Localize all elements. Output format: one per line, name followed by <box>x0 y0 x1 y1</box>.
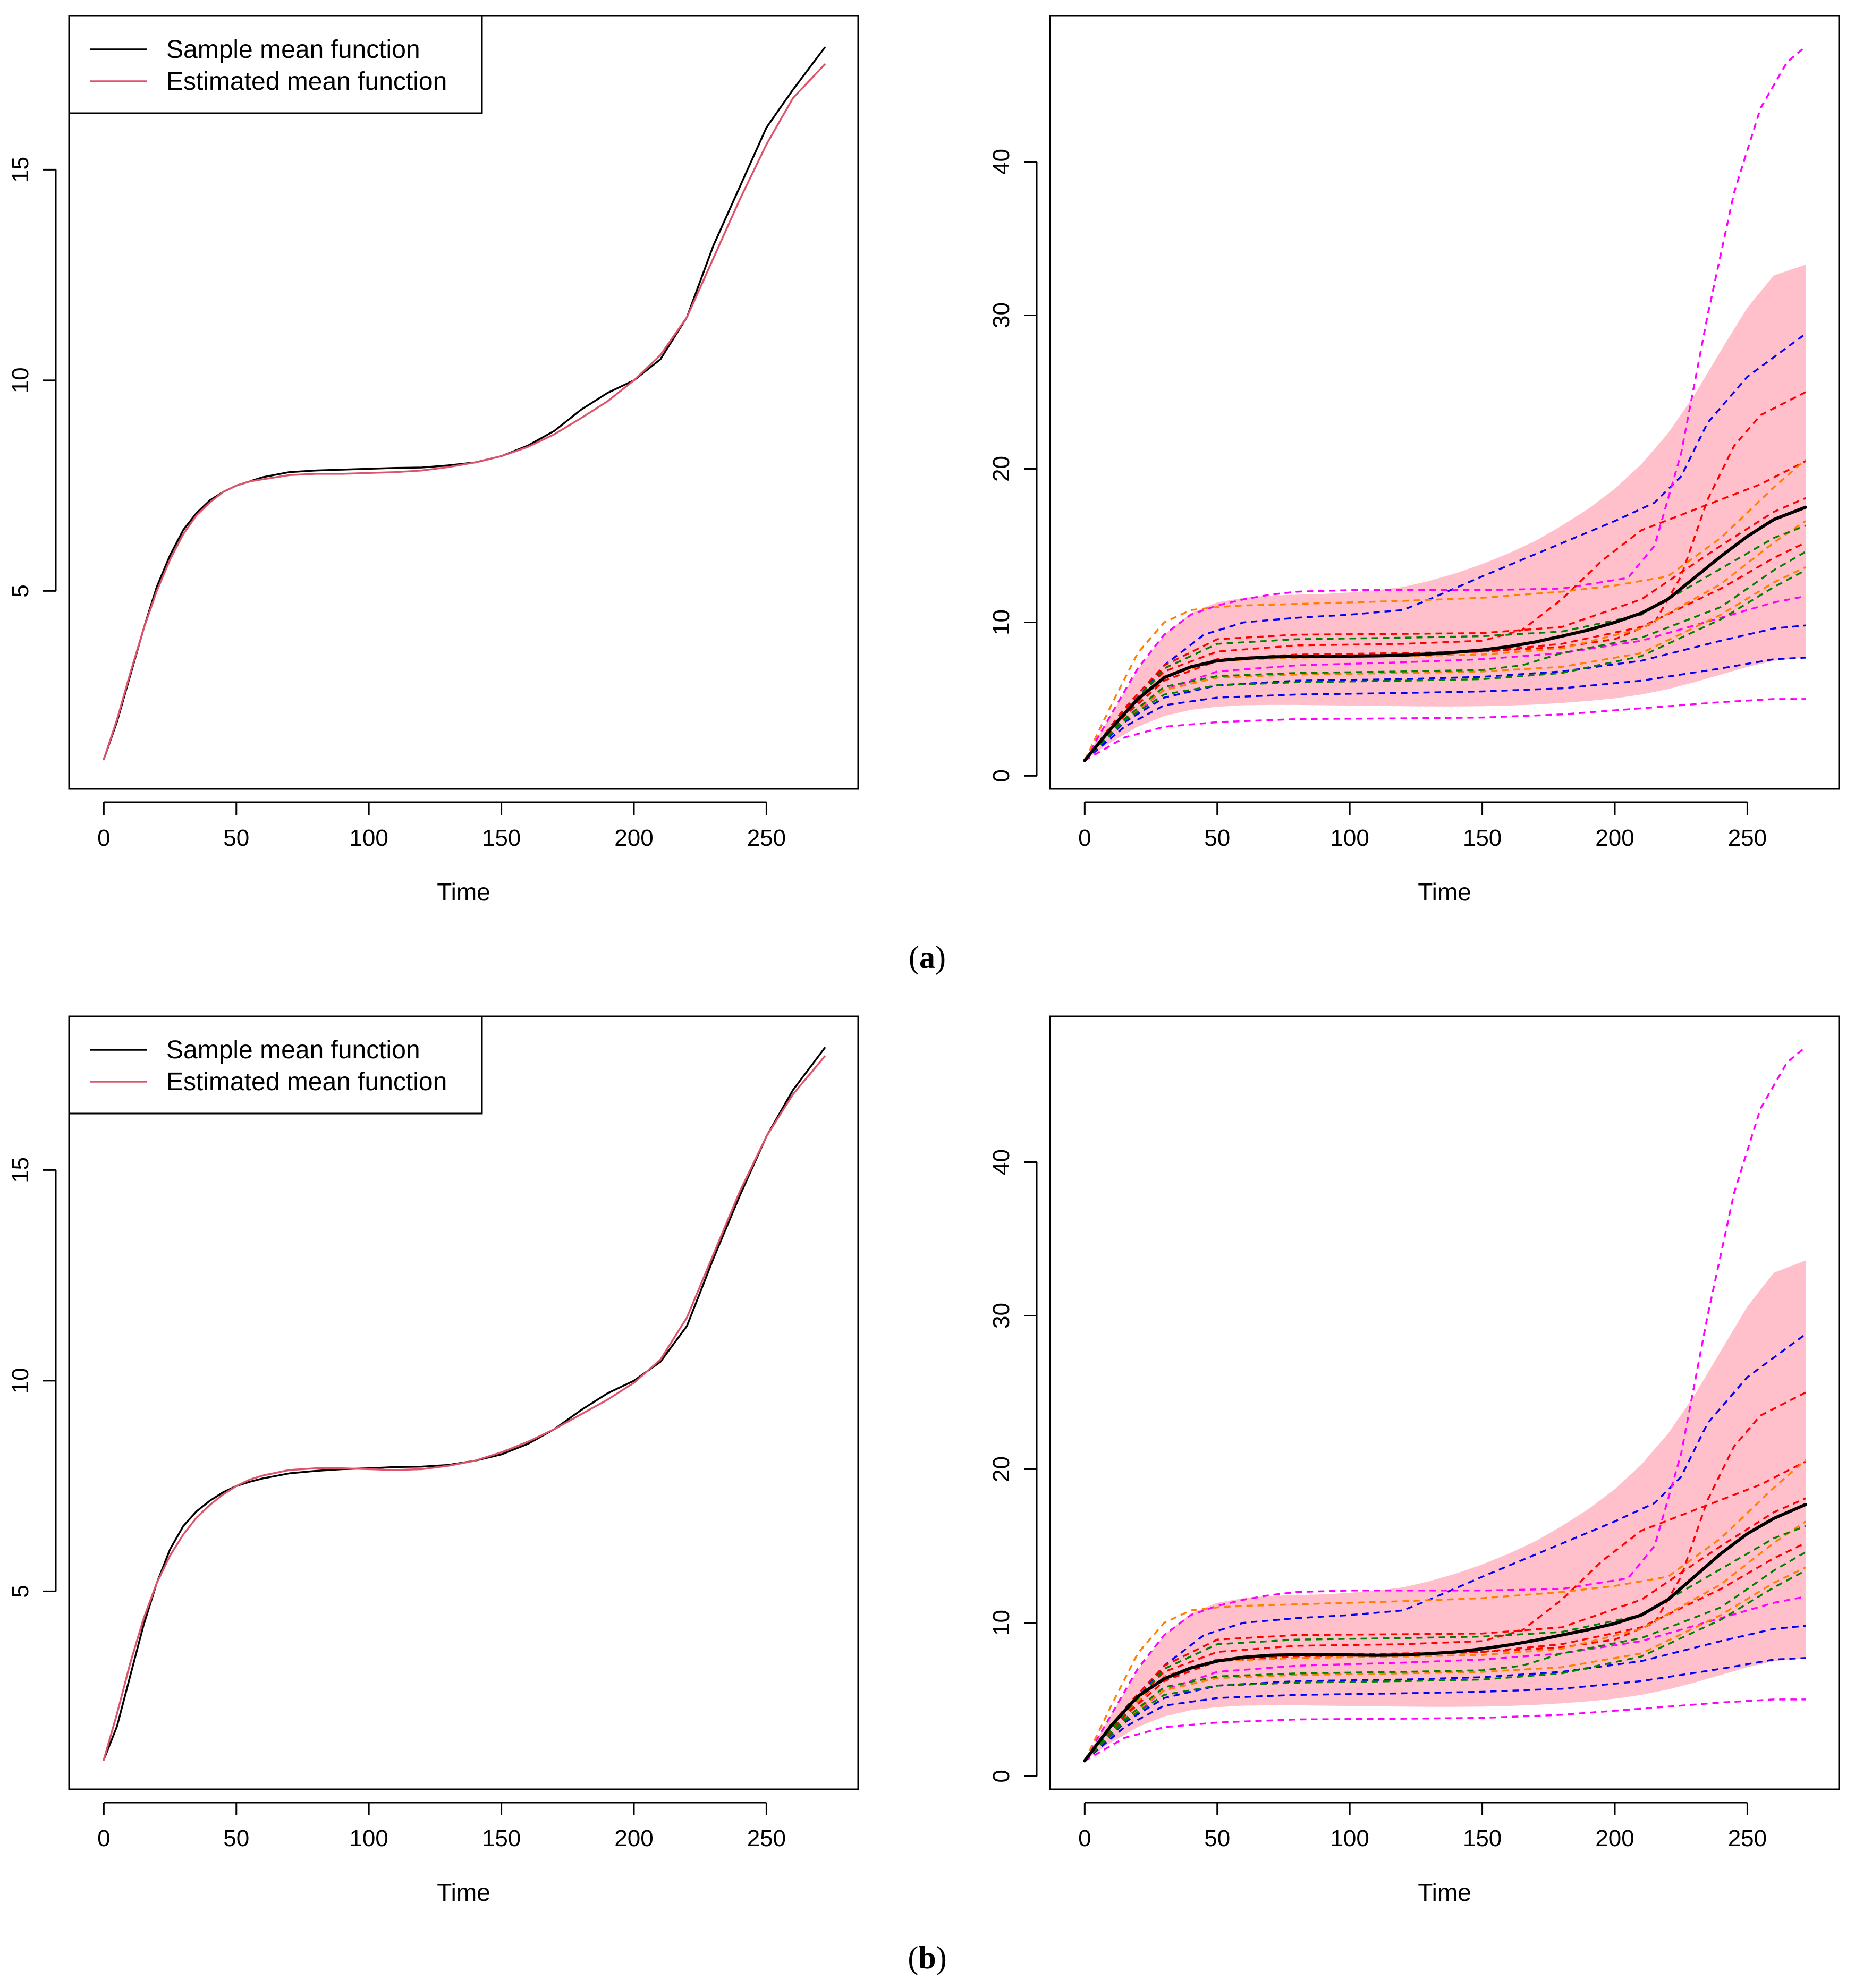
y-tick-label: 40 <box>988 1149 1014 1175</box>
x-tick-label: 150 <box>482 1825 521 1851</box>
legend-label: Sample mean function <box>166 1036 420 1064</box>
caption-b-open: ( <box>908 1940 918 1975</box>
y-tick-label: 30 <box>988 1303 1014 1329</box>
x-tick-label: 50 <box>1204 825 1230 851</box>
y-tick-label: 15 <box>7 1157 33 1183</box>
x-tick-label: 50 <box>223 825 249 851</box>
series-line-green-1 <box>1083 524 1806 761</box>
series-line-green-2 <box>1084 1551 1806 1762</box>
series-line-sample-mean-function <box>103 1047 826 1761</box>
series-line-orange-1 <box>1083 458 1807 761</box>
legend-box <box>68 1015 483 1115</box>
x-tick-label: 250 <box>747 1825 786 1851</box>
caption-a: (a) <box>909 940 946 975</box>
series-line-green-2 <box>1084 550 1806 761</box>
series-line-blue-3 <box>1084 1625 1806 1762</box>
y-tick-label: 10 <box>988 609 1014 635</box>
caption-a-close: ) <box>935 940 946 975</box>
series-line-orange-3 <box>1084 566 1806 761</box>
caption-b: (b) <box>908 1940 946 1975</box>
y-tick-label: 10 <box>7 367 33 393</box>
x-tick-label: 100 <box>349 1825 388 1851</box>
x-tick-label: 0 <box>1078 1825 1091 1851</box>
x-tick-label: 150 <box>482 825 521 851</box>
caption-a-open: ( <box>909 940 919 975</box>
x-tick-label: 100 <box>1330 1825 1369 1851</box>
x-axis-title: Time <box>437 878 490 906</box>
series-line-orange-2 <box>1083 1520 1807 1762</box>
series-line-green-3 <box>1084 569 1806 761</box>
series-line-red-1 <box>1083 460 1806 761</box>
series-line-magenta-2 <box>1084 698 1806 762</box>
series-line-magenta-1 <box>1083 46 1807 761</box>
x-tick-label: 250 <box>1728 825 1767 851</box>
plot-frame <box>1049 1015 1840 1790</box>
y-tick-label: 10 <box>988 1610 1014 1636</box>
y-tick-label: 10 <box>7 1367 33 1394</box>
series-line-orange-2 <box>1083 520 1807 761</box>
x-tick-label: 50 <box>223 1825 249 1851</box>
x-tick-label: 250 <box>747 825 786 851</box>
chart-panel-a-right: 0 50 100 150 200 250 0 10 20 30 40 Time <box>988 15 1840 906</box>
legend-label: Estimated mean function <box>166 67 447 96</box>
x-axis-title: Time <box>1418 878 1471 906</box>
x-tick-label: 200 <box>614 1825 653 1851</box>
x-tick-label: 100 <box>1330 825 1369 851</box>
series-line-mean <box>1083 1502 1808 1763</box>
series-line-orange-1 <box>1083 1459 1807 1762</box>
x-tick-label: 50 <box>1204 1825 1230 1851</box>
series-line-orange-3 <box>1084 1566 1806 1762</box>
series-line-estimated-mean-function <box>103 63 826 761</box>
x-tick-label: 0 <box>97 1825 110 1851</box>
x-axis-title: Time <box>1418 1879 1471 1906</box>
x-tick-label: 100 <box>349 825 388 851</box>
legend-box <box>68 15 483 114</box>
x-tick-label: 150 <box>1463 1825 1502 1851</box>
y-tick-label: 5 <box>7 1585 33 1598</box>
series-line-magenta-1 <box>1083 1046 1807 1762</box>
y-tick-label: 30 <box>988 302 1014 328</box>
y-tick-label: 0 <box>988 769 1014 782</box>
series-line-red-4 <box>1083 1497 1806 1762</box>
series-line-green-3 <box>1084 1569 1806 1762</box>
y-tick-label: 20 <box>988 456 1014 482</box>
chart-panel-a-left: 0 50 100 150 200 250 5 10 15 Time Sample mean func… <box>7 15 859 906</box>
series-line-sample-mean-function <box>103 46 826 761</box>
x-tick-label: 200 <box>614 825 653 851</box>
series-line-red-1 <box>1083 1460 1806 1762</box>
x-tick-label: 200 <box>1595 1825 1634 1851</box>
caption-a-letter: a <box>919 940 935 975</box>
series-line-estimated-mean-function <box>103 1055 826 1761</box>
y-tick-label: 0 <box>988 1770 1014 1782</box>
y-tick-label: 20 <box>988 1456 1014 1482</box>
series-line-magenta-2 <box>1084 1698 1806 1762</box>
x-tick-label: 150 <box>1463 825 1502 851</box>
confidence-band <box>1085 265 1806 761</box>
series-line-mean <box>1083 505 1808 762</box>
y-tick-label: 5 <box>7 584 33 597</box>
series-line-blue-2 <box>1084 1657 1806 1762</box>
chart-panel-b-right: 0 50 100 150 200 250 0 10 20 30 40 Time <box>988 1015 1840 1906</box>
x-tick-label: 200 <box>1595 825 1634 851</box>
x-tick-label: 250 <box>1728 1825 1767 1851</box>
series-line-blue-3 <box>1084 624 1806 761</box>
series-line-blue-2 <box>1084 657 1806 761</box>
series-line-red-4 <box>1083 497 1806 761</box>
legend-label: Sample mean function <box>166 36 420 64</box>
y-tick-label: 15 <box>7 157 33 183</box>
x-tick-label: 0 <box>97 825 110 851</box>
y-tick-label: 40 <box>988 149 1014 175</box>
caption-b-letter: b <box>918 1940 936 1975</box>
caption-b-close: ) <box>936 1940 947 1975</box>
x-axis-title: Time <box>437 1879 490 1906</box>
x-tick-label: 0 <box>1078 825 1091 851</box>
chart-panel-b-left: 0 50 100 150 200 250 5 10 15 Time Sample mean func… <box>7 1015 859 1906</box>
plot-frame <box>1049 15 1840 790</box>
legend-label: Estimated mean function <box>166 1068 447 1096</box>
series-line-green-1 <box>1083 1525 1806 1762</box>
